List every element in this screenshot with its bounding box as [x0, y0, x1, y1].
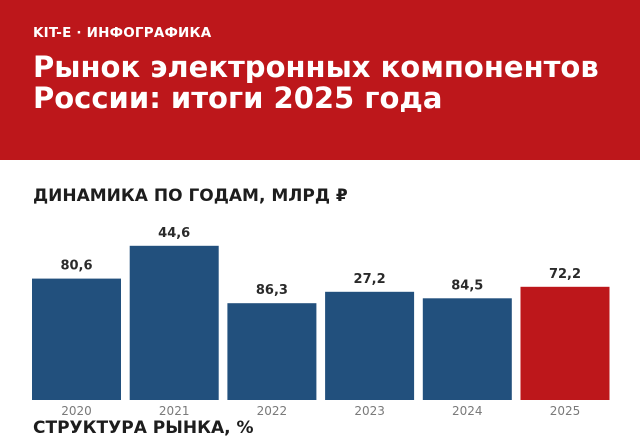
- bar-2025: [520, 286, 610, 400]
- value-label-2022: 86,3: [256, 283, 288, 298]
- bar-2021: [129, 245, 219, 400]
- bar-2020: [32, 278, 121, 400]
- header-banner: KIT-E · ИНФОГРАФИКА Рынок электронных ко…: [0, 0, 640, 160]
- bar-2024: [422, 298, 512, 400]
- bar-chart: 80,6 2020 44,6 2021 86,3 2022 27,2 2023 84,5 2024…: [32, 226, 610, 418]
- x-tick-2020: 2020: [61, 404, 92, 418]
- x-tick-2025: 2025: [550, 404, 581, 418]
- value-label-2020: 80,6: [60, 259, 92, 274]
- bar-2023: [325, 291, 415, 400]
- value-label-2025: 72,2: [549, 267, 581, 282]
- x-tick-2022: 2022: [257, 404, 288, 418]
- x-tick-2021: 2021: [159, 404, 190, 418]
- value-label-2024: 84,5: [451, 278, 483, 293]
- value-label-2023: 27,2: [354, 272, 386, 287]
- header-kicker: KIT-E · ИНФОГРАФИКА: [33, 25, 212, 41]
- structure-section-title: СТРУКТУРА РЫНКА, %: [33, 418, 254, 438]
- bar-2022: [227, 303, 317, 400]
- dynamics-section-title: ДИНАМИКА ПО ГОДАМ, МЛРД ₽: [33, 186, 348, 206]
- x-tick-2024: 2024: [452, 404, 483, 418]
- page-title: Рынок электронных компонентов России: ит…: [33, 50, 599, 115]
- x-tick-2023: 2023: [354, 404, 385, 418]
- value-label-2021: 44,6: [158, 226, 190, 241]
